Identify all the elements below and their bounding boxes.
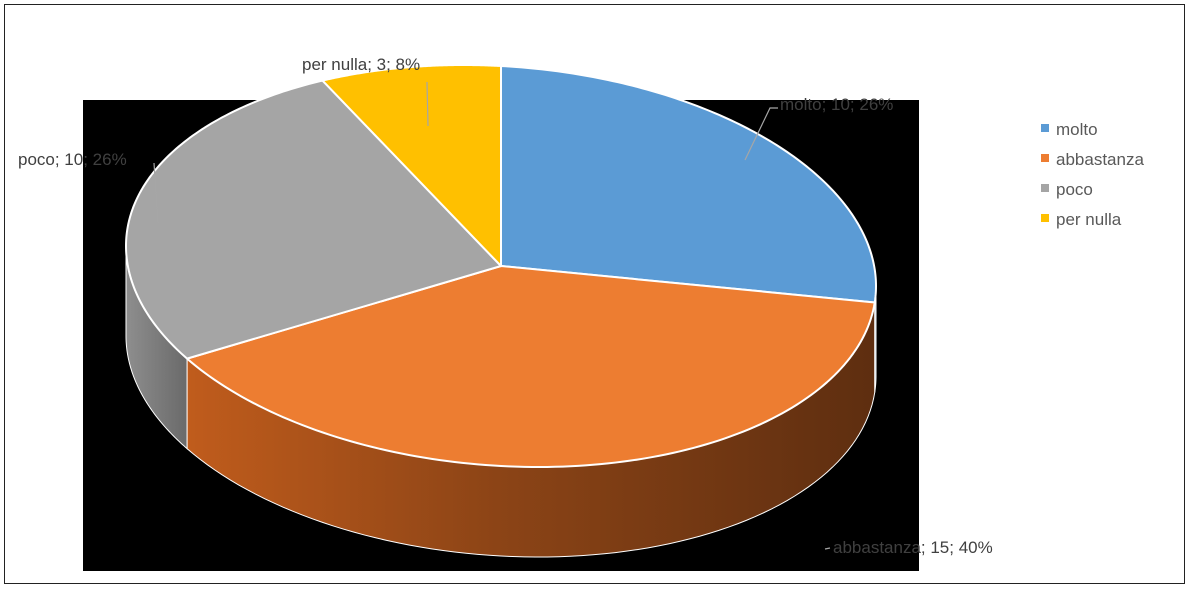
legend-swatch-abbastanza (1041, 154, 1049, 162)
legend-label-molto: molto (1056, 120, 1098, 139)
legend-swatch-poco (1041, 184, 1049, 192)
legend-swatch-molto (1041, 124, 1049, 132)
legend-label-abbastanza: abbastanza (1056, 150, 1144, 169)
data-label-abbastanza: abbastanza; 15; 40% (833, 538, 993, 557)
legend-label-per-nulla: per nulla (1056, 210, 1122, 229)
data-label-molto: molto; 10; 26% (780, 95, 893, 114)
legend-label-poco: poco (1056, 180, 1093, 199)
data-label-poco: poco; 10; 26% (18, 150, 127, 169)
legend-swatch-per-nulla (1041, 214, 1049, 222)
data-label-per-nulla: per nulla; 3; 8% (302, 55, 420, 74)
